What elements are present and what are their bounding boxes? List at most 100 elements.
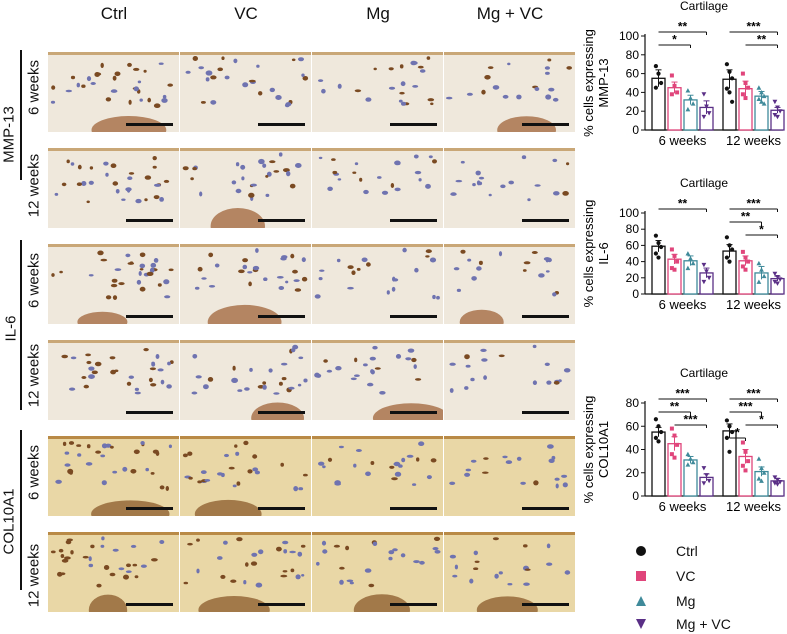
y-tick-label: 0 [632, 123, 639, 137]
micrograph-panel-r3-mg [312, 238, 443, 324]
data-point [777, 480, 783, 485]
data-point [743, 267, 748, 272]
data-point [746, 259, 751, 264]
bar [722, 430, 737, 497]
data-point [672, 253, 677, 258]
data-point [730, 247, 735, 252]
data-point [724, 418, 730, 423]
significance-label: ** [757, 33, 767, 47]
column-header-mg-vc: Mg + VC [476, 4, 544, 23]
data-point [685, 251, 691, 256]
data-point [690, 101, 696, 106]
data-point [688, 95, 693, 101]
data-point [724, 62, 730, 67]
data-point [706, 111, 712, 116]
data-point [743, 96, 748, 101]
micrograph-panel-r3-vc [180, 238, 311, 324]
significance-label: *** [746, 197, 760, 211]
data-point [653, 85, 659, 90]
data-point [701, 481, 707, 486]
data-point [759, 90, 764, 95]
data-point [772, 112, 778, 118]
significance-label: *** [683, 413, 697, 427]
data-point [727, 90, 732, 95]
micrograph-panel-r6-ctrl [48, 526, 179, 612]
x-tick-label: 12 weeks [726, 297, 781, 312]
data-point [685, 265, 691, 271]
data-point [727, 424, 732, 429]
y-axis-label: % cells expressingIL-6 [581, 200, 611, 308]
significance-label: * [759, 223, 764, 237]
column-header-mg: Mg [366, 4, 390, 23]
micrograph-panel-r2-ctrl [48, 142, 179, 228]
data-point [740, 249, 745, 254]
y-tick-label: 0 [632, 489, 639, 503]
data-point [743, 81, 748, 85]
data-point [740, 264, 745, 269]
micrograph-panel-r5-mg-vc [444, 430, 575, 516]
data-point [761, 101, 767, 106]
y-tick-label: 100 [619, 29, 639, 43]
data-point [669, 73, 674, 78]
data-point [669, 266, 674, 271]
data-point [775, 281, 780, 286]
legend-label: Ctrl [676, 543, 698, 559]
micrograph-panel-r3-mg-vc [444, 238, 575, 324]
micrograph-panel-r1-ctrl [48, 46, 179, 132]
y-tick-label: 100 [619, 206, 639, 220]
data-point [701, 262, 707, 268]
legend-label: VC [676, 568, 696, 584]
y-tick-label: 80 [626, 396, 640, 410]
data-point [653, 435, 659, 440]
data-point [756, 85, 762, 90]
significance-label: *** [675, 387, 689, 401]
data-point [690, 260, 696, 266]
micrograph-panel-r6-mg [312, 526, 443, 612]
data-point [740, 71, 745, 76]
micrograph-panel-r1-mg-vc [444, 46, 575, 132]
significance-label: ** [670, 400, 680, 414]
data-point [777, 277, 783, 282]
significance-label: * [759, 413, 764, 427]
data-point [675, 259, 680, 264]
data-point [743, 468, 748, 473]
data-point [653, 63, 659, 69]
data-point [724, 86, 730, 91]
micrograph-panel-r2-vc [180, 142, 311, 228]
x-tick-label: 6 weeks [659, 133, 707, 148]
data-point [669, 426, 674, 431]
data-point [706, 478, 712, 484]
data-point [706, 275, 712, 281]
data-point [701, 114, 707, 120]
chart-title: Cartilage [680, 366, 728, 380]
data-point [775, 105, 780, 110]
data-point [775, 274, 780, 280]
data-point [701, 279, 707, 285]
y-axis-label: % cells expressingMMP-13 [581, 29, 611, 137]
legend-item-mg-vc: Mg + VC [630, 614, 731, 634]
data-point [675, 442, 680, 447]
x-tick-label: 6 weeks [659, 297, 707, 312]
y-tick-label: 40 [626, 255, 640, 269]
data-point [672, 455, 677, 460]
data-point [756, 456, 762, 461]
data-point [656, 439, 661, 444]
data-point [669, 92, 674, 97]
data-point [761, 470, 767, 475]
data-point [672, 433, 677, 438]
data-point [685, 451, 691, 457]
micrograph-panel-r5-vc [180, 430, 311, 516]
legend-label: Mg + VC [676, 616, 731, 632]
data-point [756, 476, 762, 481]
data-point [724, 235, 730, 240]
group-bracket-col10a1 [20, 430, 22, 590]
micrograph-panel-r1-mg [312, 46, 443, 132]
data-point [756, 96, 762, 101]
data-point [743, 255, 748, 260]
data-point [656, 424, 661, 429]
data-point [772, 475, 778, 480]
data-point [669, 452, 674, 457]
data-point [746, 85, 751, 90]
chart-title: Cartilage [680, 176, 728, 190]
data-point [672, 83, 677, 88]
